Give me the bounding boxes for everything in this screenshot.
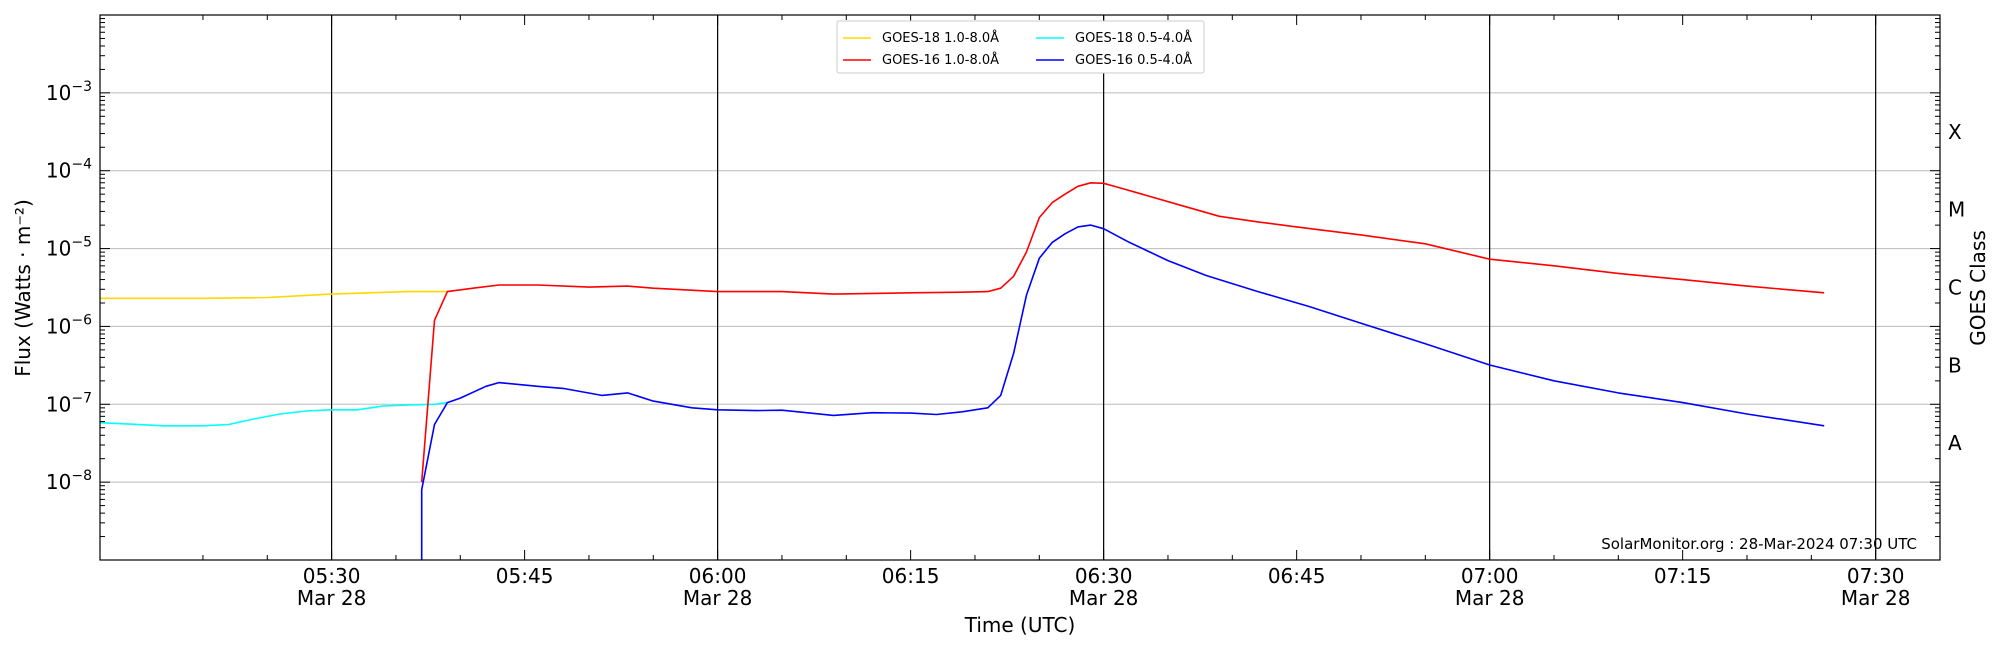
series-line-goes-18-1-0-8-0	[100, 290, 448, 300]
x-tick-label-time: 07:00	[1461, 564, 1519, 588]
y-axis-title: Flux (Watts · m⁻²)	[11, 199, 35, 377]
x-tick-label-time: 07:15	[1654, 564, 1712, 588]
legend-label-goes16-short: GOES-16 0.5-4.0Å	[1075, 52, 1192, 68]
x-tick-label-time: 05:30	[303, 564, 361, 588]
x-axis-title: Time (UTC)	[964, 613, 1076, 637]
axis-ticks	[100, 15, 1941, 560]
legend-label-goes16-long: GOES-16 1.0-8.0Å	[882, 52, 999, 68]
x-tick-label-time: 05:45	[496, 564, 554, 588]
series-lines	[99, 182, 1825, 560]
timestamp-annotation: SolarMonitor.org : 28-Mar-2024 07:30 UTC	[1601, 535, 1917, 553]
x-tick-label-time: 07:30	[1847, 564, 1905, 588]
x-tick-label-date: Mar 28	[1455, 586, 1525, 610]
goes-class-label-a: A	[1948, 431, 1962, 455]
y-tick-label: 10−3	[46, 79, 92, 105]
x-tick-label-time: 06:15	[882, 564, 940, 588]
goes-class-label-m: M	[1948, 198, 1965, 222]
series-line-goes-16-0-5-4-0	[420, 224, 1825, 560]
x-tick-label-date: Mar 28	[1069, 586, 1139, 610]
plot-frame	[99, 14, 1941, 561]
x-tick-label-time: 06:30	[1075, 564, 1133, 588]
legend-label-goes18-short: GOES-18 0.5-4.0Å	[1075, 30, 1192, 46]
vertical-day-lines	[331, 15, 1877, 560]
goes-class-labels: X M C B A	[1948, 120, 1965, 455]
x-tick-label-date: Mar 28	[1841, 586, 1911, 610]
x-tick-label-date: Mar 28	[297, 586, 367, 610]
x-tick-label-time: 06:45	[1268, 564, 1326, 588]
legend-box	[836, 20, 1205, 74]
legend: GOES-18 1.0-8.0Å GOES-18 0.5-4.0Å GOES-1…	[836, 20, 1205, 74]
series-line-goes-18-0-5-4-0	[99, 401, 448, 427]
goes-class-label-x: X	[1948, 120, 1962, 144]
x-tick-label-date: Mar 28	[683, 586, 753, 610]
y-tick-label: 10−5	[46, 235, 92, 261]
legend-label-goes18-long: GOES-18 1.0-8.0Å	[882, 30, 999, 46]
goes-class-label-b: B	[1948, 353, 1962, 377]
plot-background	[100, 15, 1940, 560]
y-tick-label: 10−8	[46, 468, 92, 494]
y-tick-labels: 10−8 10−7 10−6 10−5 10−4 10−3	[46, 79, 92, 494]
y-tick-label: 10−7	[46, 390, 92, 416]
goes-class-label-c: C	[1948, 276, 1962, 300]
y-tick-label: 10−4	[46, 157, 92, 183]
series-line-goes-16-1-0-8-0	[420, 182, 1825, 483]
y-tick-label: 10−6	[46, 312, 92, 338]
y2-axis-title: GOES Class	[1966, 230, 1990, 346]
x-tick-label-time: 06:00	[689, 564, 747, 588]
